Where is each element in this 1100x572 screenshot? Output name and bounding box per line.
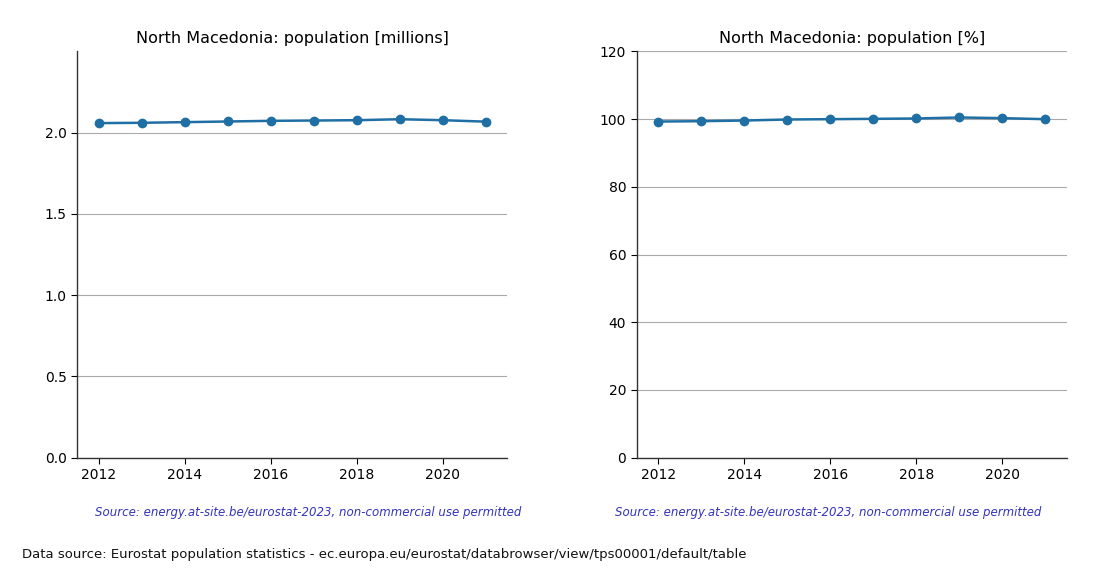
Text: Source: energy.at-site.be/eurostat-2023, non-commercial use permitted: Source: energy.at-site.be/eurostat-2023,…	[95, 506, 521, 519]
Text: Source: energy.at-site.be/eurostat-2023, non-commercial use permitted: Source: energy.at-site.be/eurostat-2023,…	[615, 506, 1041, 519]
Title: North Macedonia: population [millions]: North Macedonia: population [millions]	[135, 31, 449, 46]
Text: Data source: Eurostat population statistics - ec.europa.eu/eurostat/databrowser/: Data source: Eurostat population statist…	[22, 547, 747, 561]
Title: North Macedonia: population [%]: North Macedonia: population [%]	[718, 31, 984, 46]
